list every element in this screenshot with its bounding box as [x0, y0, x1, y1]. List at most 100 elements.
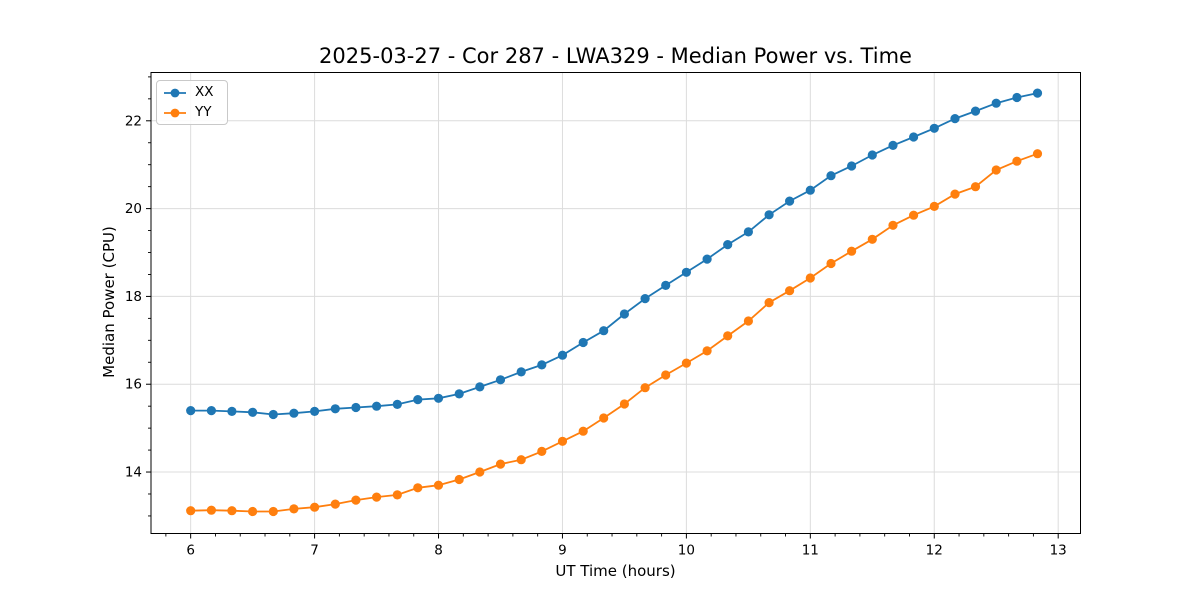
series-xx-marker [805, 185, 815, 195]
series-xx-marker [991, 98, 1001, 108]
series-xx-marker [413, 395, 423, 405]
series-yy-marker [330, 499, 340, 509]
series-xx-marker [723, 240, 733, 250]
series-xx-marker [392, 399, 402, 409]
series-xx-marker [888, 140, 898, 150]
series-yy-marker [991, 165, 1001, 175]
series-yy-marker [433, 480, 444, 490]
series-yy-marker [764, 298, 774, 308]
y-axis-label: Median Power (CPU) [100, 226, 118, 378]
series-yy-marker [537, 446, 547, 456]
series-yy-marker [454, 474, 464, 485]
series-yy-marker [495, 459, 506, 469]
series-yy-marker [805, 273, 815, 283]
series-yy-marker [599, 413, 609, 423]
series-yy-marker [929, 201, 939, 211]
series-xx-marker [310, 406, 320, 416]
series-yy-marker [1012, 156, 1022, 166]
x-tick-label: 11 [802, 543, 819, 559]
series-xx-marker [268, 409, 278, 420]
y-tick-label: 14 [125, 465, 142, 481]
series-yy-marker [661, 370, 671, 380]
legend-line-marker-icon [164, 108, 186, 117]
series-yy-marker [268, 506, 278, 517]
series-yy-marker [867, 234, 877, 244]
x-tick-label: 12 [926, 543, 943, 559]
series-xx-marker [970, 106, 981, 116]
series-yy-marker [557, 436, 568, 446]
series-xx-marker [372, 401, 382, 411]
series-yy-marker [970, 182, 981, 192]
series-xx-marker [227, 406, 237, 416]
series-xx-marker [578, 337, 588, 348]
series-xx-marker [454, 389, 464, 399]
series-xx-marker [826, 171, 836, 181]
series-yy-marker [248, 506, 258, 517]
series-yy-marker [950, 189, 960, 199]
series-yy-marker [723, 331, 733, 341]
series-yy-marker [640, 383, 650, 393]
legend-label-xx: XX [195, 84, 214, 100]
series-xx-marker [950, 114, 960, 124]
series-xx-marker [702, 254, 712, 264]
series-xx-marker [764, 210, 774, 220]
series-yy-marker [681, 358, 692, 368]
series-yy-marker [351, 495, 361, 505]
series-xx-marker [516, 367, 526, 377]
x-tick-label: 7 [310, 543, 319, 559]
plot-border [150, 72, 1081, 534]
series-yy-marker [310, 502, 320, 512]
series-yy-marker [847, 246, 857, 256]
x-tick-label: 6 [186, 543, 195, 559]
series-xx-marker [206, 406, 216, 416]
y-tick-label: 18 [125, 289, 142, 305]
series-xx-marker [867, 150, 877, 160]
series-yy-line [190, 152, 1038, 513]
series-xx-marker [248, 407, 258, 417]
series-xx-marker [433, 393, 444, 403]
series-yy-marker [826, 258, 836, 269]
series-xx-marker [289, 408, 299, 418]
series-yy-marker [186, 506, 196, 516]
series-yy-marker [413, 483, 423, 493]
series-xx-marker [847, 161, 857, 171]
series-xx-line [190, 92, 1038, 416]
series-xx-marker [909, 132, 919, 142]
y-tick-label: 16 [125, 377, 142, 393]
series-xx-marker [640, 294, 650, 304]
series-xx-marker [475, 382, 485, 392]
series-xx-marker [661, 280, 671, 290]
x-tick-label: 10 [678, 543, 695, 559]
series-xx-marker [929, 123, 939, 133]
series-xx-marker [1012, 92, 1022, 103]
series-yy-marker [888, 220, 898, 230]
x-tick-label: 13 [1050, 543, 1067, 559]
series-xx-marker [599, 326, 609, 336]
x-axis-label: UT Time (hours) [555, 562, 676, 580]
series-xx-marker [495, 375, 506, 385]
series-yy-marker [289, 504, 299, 514]
series-xx-marker [619, 309, 630, 319]
series-yy-marker [516, 455, 526, 465]
legend: XX YY [156, 80, 228, 125]
series-xx-marker [743, 227, 754, 237]
series-xx-marker [186, 406, 196, 416]
series-xx-marker [557, 350, 568, 360]
series-xx-marker [785, 196, 795, 206]
series-xx-marker [537, 360, 547, 370]
legend-label-yy: YY [195, 104, 212, 120]
legend-line-marker-icon [164, 88, 186, 97]
y-tick-label: 22 [125, 113, 142, 129]
x-tick-label: 9 [558, 543, 567, 559]
series-yy-marker [702, 346, 712, 356]
series-yy-marker [909, 210, 919, 220]
series-yy-marker [578, 426, 588, 436]
series-yy-marker [227, 506, 237, 516]
legend-item-yy: YY [163, 104, 219, 121]
legend-item-xx: XX [163, 84, 219, 101]
series-xx-marker [1032, 88, 1043, 98]
series-yy-marker [785, 286, 795, 296]
series-yy-marker [475, 467, 485, 477]
